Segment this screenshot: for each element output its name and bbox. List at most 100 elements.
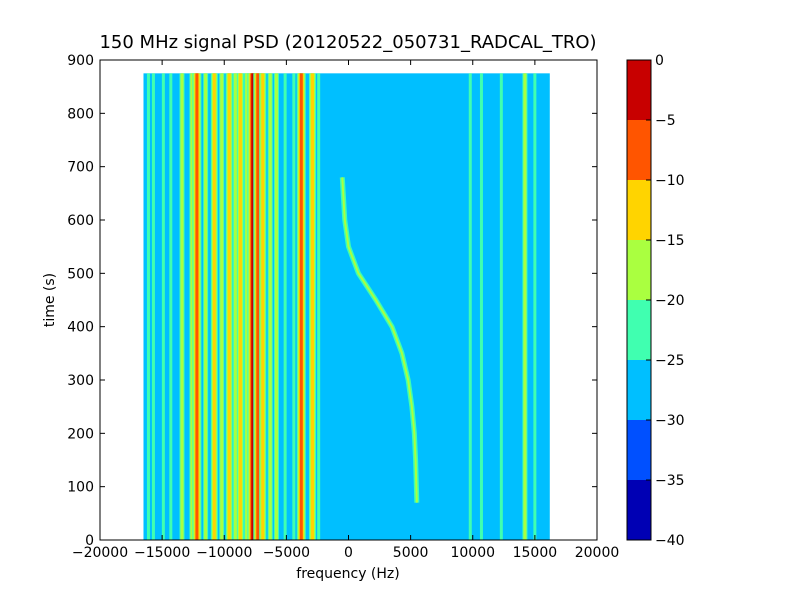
psd-line bbox=[146, 73, 150, 540]
psd-line-band bbox=[468, 73, 472, 540]
x-tick-label: 10000 bbox=[450, 545, 495, 561]
psd-line-band bbox=[499, 73, 503, 540]
colorbar-segment bbox=[627, 300, 651, 360]
psd-line bbox=[151, 73, 155, 540]
x-tick-label: −20000 bbox=[72, 545, 128, 561]
psd-line bbox=[499, 73, 503, 540]
sweep-track bbox=[341, 177, 418, 503]
y-tick-label: 800 bbox=[67, 106, 94, 122]
psd-line-band bbox=[479, 73, 483, 540]
psd-line bbox=[259, 73, 267, 540]
x-tick-label: −15000 bbox=[134, 545, 190, 561]
psd-line-band bbox=[195, 73, 199, 540]
y-axis-label: time (s) bbox=[42, 273, 58, 327]
psd-line-band bbox=[299, 73, 303, 540]
psd-line-band bbox=[283, 73, 287, 540]
psd-line bbox=[203, 73, 209, 540]
x-tick-label: 20000 bbox=[575, 545, 620, 561]
psd-line bbox=[533, 73, 537, 540]
psd-line-band bbox=[317, 73, 321, 540]
plot-area: −20000 −15000 −10000 −5000 0 5000 10000 15000 20… bbox=[67, 53, 619, 561]
psd-line-band bbox=[227, 73, 231, 540]
colorbar-segment bbox=[627, 480, 651, 540]
y-tick-label: 200 bbox=[67, 426, 94, 442]
colorbar-segment bbox=[627, 120, 651, 180]
psd-line-band bbox=[261, 73, 265, 540]
psd-line bbox=[479, 73, 483, 540]
psd-line-band bbox=[233, 73, 237, 540]
psd-line bbox=[468, 73, 472, 540]
psd-line bbox=[522, 73, 528, 540]
y-tick-label: 300 bbox=[67, 373, 94, 389]
x-tick-label: −5000 bbox=[263, 545, 310, 561]
x-tick-label: −10000 bbox=[196, 545, 252, 561]
psd-line-band bbox=[245, 73, 249, 540]
psd-line bbox=[161, 73, 165, 540]
colorbar-segment bbox=[627, 60, 651, 120]
psd-line-band bbox=[146, 73, 150, 540]
x-tick-label: 5000 bbox=[393, 545, 429, 561]
psd-line bbox=[247, 73, 259, 540]
psd-line bbox=[169, 73, 173, 540]
y-tick-label: 700 bbox=[67, 160, 94, 176]
x-tick-label: 15000 bbox=[513, 545, 558, 561]
y-tick-label: 100 bbox=[67, 480, 94, 496]
psd-line-band bbox=[274, 73, 278, 540]
psd-line bbox=[273, 73, 279, 540]
psd-line-band bbox=[190, 73, 194, 540]
colorbar: −40 −35 −30 −25 −20 −15 −10 −5 0 bbox=[626, 53, 685, 549]
psd-line bbox=[253, 73, 263, 540]
colorbar-tick-label: −30 bbox=[655, 413, 685, 429]
psd-line bbox=[210, 73, 218, 540]
colorbar-segment bbox=[627, 180, 651, 240]
x-axis-label: frequency (Hz) bbox=[296, 566, 399, 582]
psd-line-band bbox=[212, 73, 216, 540]
colorbar-tick-label: −40 bbox=[655, 533, 685, 549]
psd-line-band bbox=[220, 73, 224, 540]
psd-line-band bbox=[523, 73, 527, 540]
psd-line-band bbox=[256, 73, 260, 540]
colorbar-tick-label: −15 bbox=[655, 233, 685, 249]
psd-line bbox=[225, 73, 233, 540]
psd-line-band bbox=[204, 73, 208, 540]
colorbar-tick-label: −5 bbox=[655, 113, 676, 129]
psd-line bbox=[283, 73, 287, 540]
psd-line bbox=[236, 73, 244, 540]
psd-line-band bbox=[169, 73, 173, 540]
psd-line-band bbox=[310, 73, 314, 540]
psd-line bbox=[189, 73, 195, 540]
psd-line bbox=[296, 73, 306, 540]
psd-line-band bbox=[180, 73, 184, 540]
psd-line bbox=[232, 73, 238, 540]
colorbar-tick-label: −10 bbox=[655, 173, 685, 189]
colorbar-segment bbox=[627, 360, 651, 420]
psd-line bbox=[317, 73, 321, 540]
colorbar-tick-label: −35 bbox=[655, 473, 685, 489]
psd-line-band bbox=[268, 73, 272, 540]
x-tick-label: 0 bbox=[344, 545, 353, 561]
y-tick-label: 600 bbox=[67, 213, 94, 229]
colorbar-segment bbox=[627, 420, 651, 480]
psd-line bbox=[179, 73, 185, 540]
chart-title: 150 MHz signal PSD (20120522_050731_RADC… bbox=[99, 32, 596, 53]
y-tick-label: 400 bbox=[67, 320, 94, 336]
psd-line-band bbox=[161, 73, 165, 540]
psd-line bbox=[192, 73, 202, 540]
psd-line bbox=[292, 73, 296, 540]
y-tick-label: 900 bbox=[67, 53, 94, 69]
colorbar-tick-label: −20 bbox=[655, 293, 685, 309]
psd-line bbox=[308, 73, 316, 540]
psd-line-band bbox=[151, 73, 155, 540]
y-tick-label: 0 bbox=[85, 533, 94, 549]
colorbar-tick-label: 0 bbox=[655, 53, 664, 69]
y-tick-label: 500 bbox=[67, 266, 94, 282]
psd-line-band bbox=[238, 73, 242, 540]
colorbar-segment bbox=[627, 240, 651, 300]
psd-line bbox=[219, 73, 225, 540]
psd-line-band bbox=[292, 73, 296, 540]
psd-line-band bbox=[533, 73, 537, 540]
psd-line bbox=[244, 73, 250, 540]
psd-line-band bbox=[251, 73, 255, 540]
